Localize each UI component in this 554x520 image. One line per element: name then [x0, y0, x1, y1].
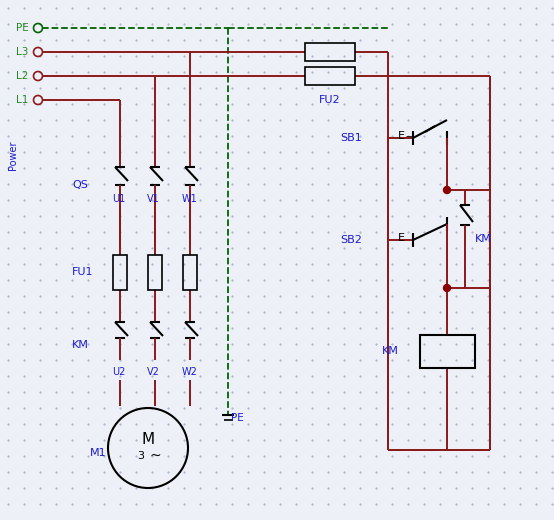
- Text: SB2: SB2: [340, 235, 362, 245]
- Text: U2: U2: [112, 367, 125, 377]
- Text: Power: Power: [8, 140, 18, 170]
- Text: L1: L1: [16, 95, 28, 105]
- Text: M1: M1: [90, 448, 106, 458]
- Text: 3: 3: [137, 451, 145, 461]
- Text: M: M: [141, 432, 155, 447]
- Text: KM: KM: [72, 340, 89, 350]
- Text: PE: PE: [16, 23, 29, 33]
- Circle shape: [444, 284, 450, 292]
- Text: E: E: [398, 233, 405, 243]
- Text: ~: ~: [149, 449, 161, 463]
- Text: E: E: [398, 131, 405, 141]
- Bar: [148, 255, 162, 290]
- Text: KM: KM: [382, 346, 399, 356]
- Bar: [305, 67, 355, 85]
- Text: U1: U1: [112, 194, 125, 204]
- Text: V1: V1: [147, 194, 160, 204]
- Bar: [305, 43, 355, 61]
- Text: W2: W2: [182, 367, 198, 377]
- Bar: [183, 255, 197, 290]
- Bar: [420, 335, 475, 368]
- Text: L2: L2: [16, 71, 28, 81]
- Text: SB1: SB1: [340, 133, 362, 143]
- Text: —: —: [406, 131, 416, 141]
- Text: V2: V2: [147, 367, 160, 377]
- Text: KM: KM: [475, 234, 492, 244]
- Bar: [113, 255, 127, 290]
- Text: FU2: FU2: [319, 95, 341, 105]
- Circle shape: [444, 187, 450, 193]
- Text: FU1: FU1: [72, 267, 94, 277]
- Text: QS: QS: [72, 180, 88, 190]
- Text: L3: L3: [16, 47, 28, 57]
- Text: W1: W1: [182, 194, 198, 204]
- Text: PE: PE: [231, 413, 244, 423]
